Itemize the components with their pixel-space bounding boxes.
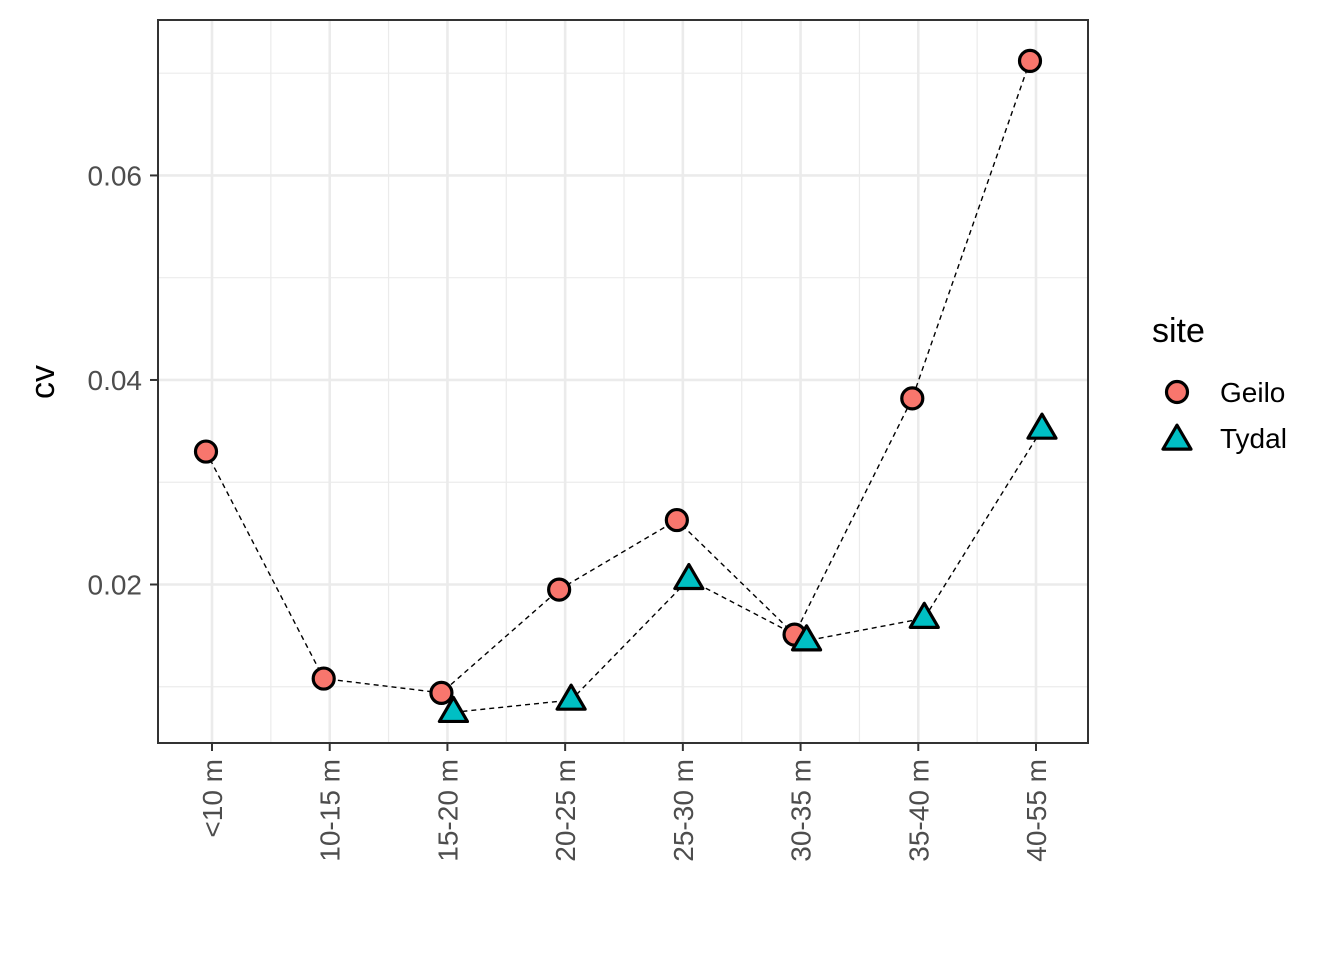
x-tick-label-2: 15-20 m xyxy=(432,759,463,862)
legend-items: Geilo Tydal xyxy=(1161,377,1287,454)
point-tydal-5 xyxy=(790,624,823,652)
legend-label-geilo: Geilo xyxy=(1220,377,1285,408)
point-tydal-7 xyxy=(1026,412,1058,440)
y-tick-label-2: 0.06 xyxy=(88,160,143,191)
point-geilo-3 xyxy=(547,577,572,602)
plot-border xyxy=(157,19,1089,744)
point-geilo-1 xyxy=(311,666,336,691)
point-geilo-0 xyxy=(193,439,219,464)
series-lines xyxy=(205,60,1043,714)
point-tydal-2 xyxy=(437,695,470,724)
point-geilo-4 xyxy=(664,507,689,533)
point-geilo-7 xyxy=(1017,48,1043,74)
legend-key-tydal xyxy=(1161,423,1193,451)
point-tydal-6 xyxy=(908,601,940,629)
x-tick-label-6: 35-40 m xyxy=(903,759,934,862)
x-tick-label-1: 10-15 m xyxy=(315,759,346,862)
y-axis-title: cv xyxy=(24,365,62,399)
x-tick-label-0: <10 m xyxy=(197,759,228,838)
legend-key-geilo xyxy=(1164,379,1190,405)
legend-title: site xyxy=(1152,312,1205,350)
grid-major xyxy=(158,20,1088,743)
point-geilo-6 xyxy=(900,386,925,411)
y-tick-label-0: 0.02 xyxy=(88,569,143,600)
x-tick-label-4: 25-30 m xyxy=(668,759,699,862)
point-tydal-4 xyxy=(673,562,705,591)
x-tick-label-7: 40-55 m xyxy=(1021,759,1052,862)
y-tick-label-1: 0.04 xyxy=(88,365,143,396)
point-geilo-2 xyxy=(429,680,454,705)
x-tick-label-5: 30-35 m xyxy=(786,759,817,862)
legend: site Geilo Tydal xyxy=(1152,312,1287,454)
plot-background xyxy=(158,20,1088,743)
series-line-tydal xyxy=(453,428,1043,714)
y-axis: 0.02 0.04 0.06 xyxy=(88,160,158,600)
point-tydal-3 xyxy=(555,683,587,711)
x-tick-label-3: 20-25 m xyxy=(550,759,581,862)
legend-label-tydal: Tydal xyxy=(1220,423,1287,454)
x-axis: <10 m 10-15 m 15-20 m 20-25 m 25-30 m 30-35 m… xyxy=(197,743,1052,862)
series-points xyxy=(193,48,1058,724)
grid-minor xyxy=(158,20,1088,743)
